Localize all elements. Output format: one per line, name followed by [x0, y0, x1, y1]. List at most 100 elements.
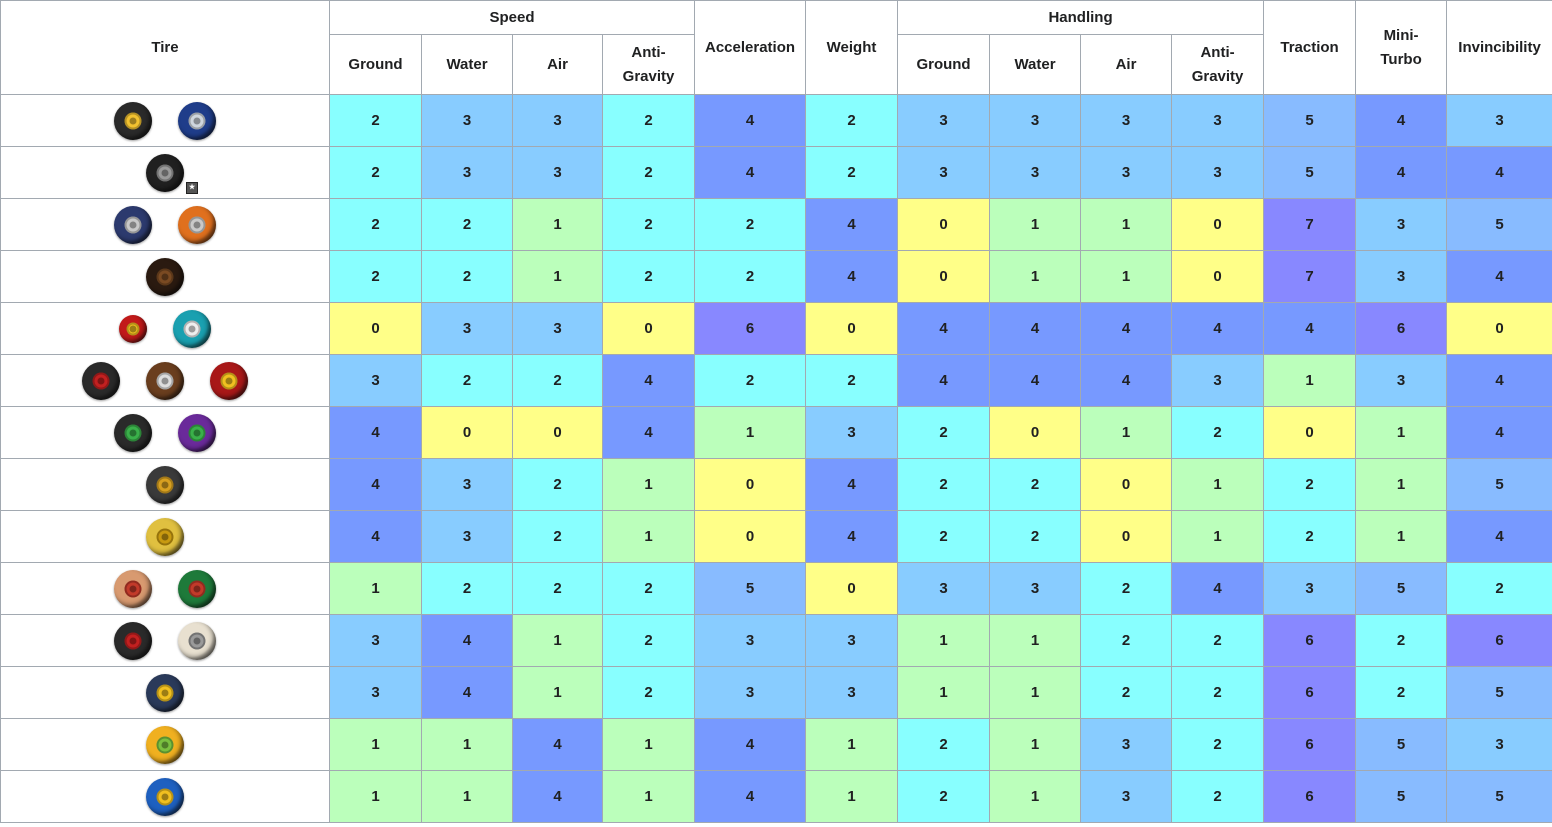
stat-mini-turbo: 4: [1355, 146, 1448, 199]
stat-weight: 4: [805, 458, 899, 511]
header-handling: Handling: [897, 0, 1265, 35]
stat-traction: 4: [1263, 302, 1357, 355]
stat-handling-ground: 2: [897, 718, 991, 771]
stat-invincibility: 4: [1446, 146, 1552, 199]
stat-traction: 6: [1263, 718, 1357, 771]
stat-speed-anti-gravity: 2: [601, 562, 696, 615]
stat-handling-ground: 2: [897, 510, 991, 563]
stat-handling-air: 3: [1080, 94, 1173, 147]
stat-mini-turbo: 1: [1355, 510, 1448, 563]
header-traction: Traction: [1263, 0, 1357, 95]
stat-weight: 4: [805, 510, 899, 563]
stat-handling-water: 3: [989, 146, 1082, 199]
stat-speed-anti-gravity: 2: [601, 146, 696, 199]
stat-speed-ground: 1: [329, 770, 422, 823]
stat-mini-turbo: 1: [1355, 406, 1448, 459]
stat-handling-ground: 1: [897, 666, 991, 719]
header-mini-turbo: Mini-Turbo: [1355, 0, 1448, 95]
stat-speed-water: 0: [421, 406, 513, 459]
stat-traction: 2: [1263, 510, 1357, 563]
table-row: ★ 2 3 3 2 4 2 3 3 3 3 5 4 4: [0, 146, 1552, 199]
stat-speed-anti-gravity: 4: [601, 406, 696, 459]
stat-handling-anti-gravity: 4: [1171, 562, 1265, 615]
stat-speed-water: 2: [421, 562, 513, 615]
stat-speed-air: 3: [512, 94, 603, 147]
stat-handling-ground: 2: [897, 770, 991, 823]
header-speed-anti-gravity: Anti-Gravity: [601, 34, 696, 95]
azure-roller-tire-icon: [173, 309, 211, 348]
stat-weight: 1: [805, 770, 899, 823]
gold-tire-icon: [146, 517, 184, 556]
stat-weight: 2: [805, 146, 899, 199]
header-handling-anti-gravity: Anti-Gravity: [1171, 34, 1265, 95]
stat-speed-water: 4: [421, 666, 513, 719]
stat-handling-anti-gravity: 3: [1171, 354, 1265, 407]
stat-invincibility: 3: [1446, 718, 1552, 771]
stat-handling-air: 1: [1080, 198, 1173, 251]
stat-handling-anti-gravity: 2: [1171, 666, 1265, 719]
stat-handling-air: 2: [1080, 614, 1173, 667]
stat-handling-air: 1: [1080, 250, 1173, 303]
sponge-tire-icon: [146, 725, 184, 764]
stat-traction: 6: [1263, 770, 1357, 823]
stat-speed-water: 2: [421, 198, 513, 251]
stat-handling-ground: 3: [897, 94, 991, 147]
stat-acceleration: 0: [694, 510, 807, 563]
tire-cell: [0, 562, 330, 615]
stat-invincibility: 5: [1446, 458, 1552, 511]
stat-speed-ground: 2: [329, 198, 422, 251]
stat-handling-anti-gravity: 2: [1171, 406, 1265, 459]
stat-speed-anti-gravity: 1: [601, 458, 696, 511]
stat-speed-water: 3: [421, 302, 513, 355]
stat-mini-turbo: 2: [1355, 614, 1448, 667]
stat-weight: 4: [805, 198, 899, 251]
stat-handling-anti-gravity: 2: [1171, 614, 1265, 667]
stat-handling-ground: 2: [897, 406, 991, 459]
metal-tire-icon: [146, 465, 184, 504]
header-handling-water: Water: [989, 34, 1082, 95]
stat-traction: 3: [1263, 562, 1357, 615]
stat-speed-air: 1: [512, 250, 603, 303]
stat-speed-air: 3: [512, 302, 603, 355]
stat-weight: 0: [805, 562, 899, 615]
stat-invincibility: 6: [1446, 614, 1552, 667]
stat-invincibility: 4: [1446, 510, 1552, 563]
tire-cell: [0, 354, 330, 407]
hot-monster-tire-icon: [178, 205, 216, 244]
stat-speed-anti-gravity: 1: [601, 770, 696, 823]
stat-handling-water: 0: [989, 406, 1082, 459]
stat-speed-air: 4: [512, 718, 603, 771]
stat-speed-ground: 4: [329, 510, 422, 563]
stat-traction: 0: [1263, 406, 1357, 459]
stat-speed-ground: 2: [329, 94, 422, 147]
stat-acceleration: 5: [694, 562, 807, 615]
stat-handling-water: 2: [989, 510, 1082, 563]
stat-handling-anti-gravity: 0: [1171, 198, 1265, 251]
stat-mini-turbo: 2: [1355, 666, 1448, 719]
stat-speed-anti-gravity: 2: [601, 250, 696, 303]
header-acceleration: Acceleration: [694, 0, 807, 95]
stat-handling-ground: 4: [897, 302, 991, 355]
off-road-tire-icon: [114, 621, 152, 660]
header-speed-ground: Ground: [329, 34, 422, 95]
stat-weight: 2: [805, 94, 899, 147]
stat-handling-air: 4: [1080, 302, 1173, 355]
stat-traction: 7: [1263, 198, 1357, 251]
stat-traction: 1: [1263, 354, 1357, 407]
header-tire: Tire: [0, 0, 330, 95]
stat-acceleration: 4: [694, 146, 807, 199]
tire-cell: [0, 614, 330, 667]
button-tire-icon: [114, 569, 152, 608]
stat-handling-water: 4: [989, 302, 1082, 355]
stat-mini-turbo: 3: [1355, 198, 1448, 251]
cushion-tire-icon: [146, 777, 184, 816]
stat-speed-water: 1: [421, 718, 513, 771]
stat-invincibility: 5: [1446, 198, 1552, 251]
stat-invincibility: 0: [1446, 302, 1552, 355]
stat-handling-air: 4: [1080, 354, 1173, 407]
